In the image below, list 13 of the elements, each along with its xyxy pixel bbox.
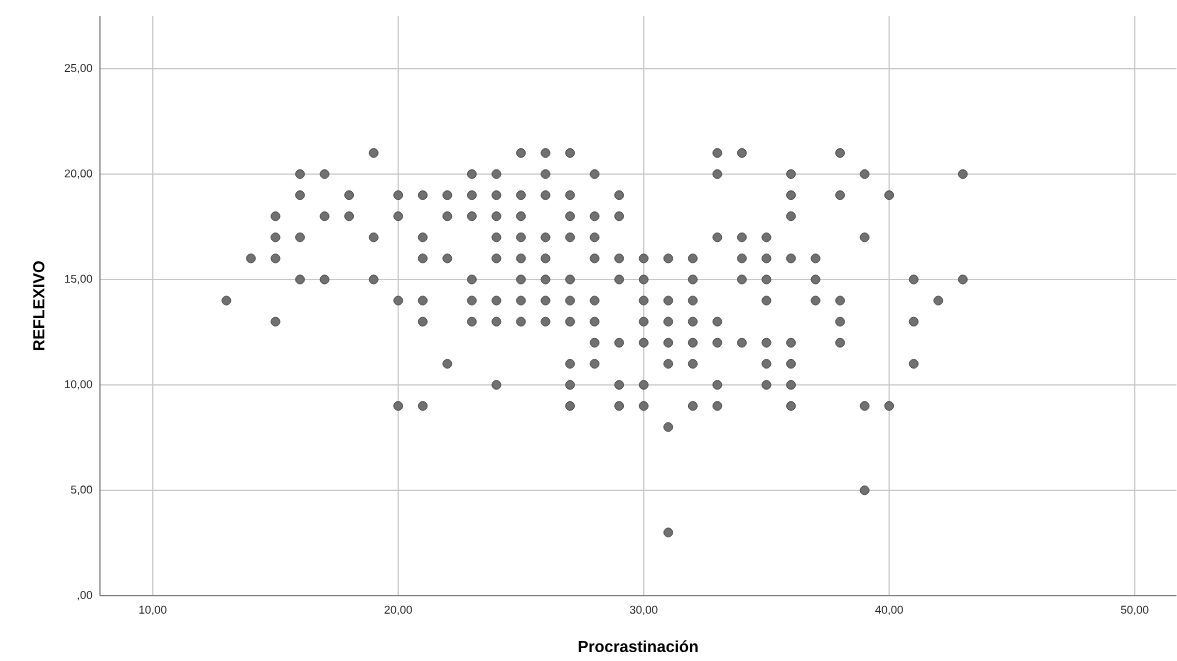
x-tick-label: 30,00 <box>629 605 658 616</box>
y-tick-label: 15,00 <box>65 274 93 285</box>
y-tick-label: 10,00 <box>65 380 93 390</box>
y-tick-label: 5,00 <box>71 485 93 496</box>
x-axis-title: Procrastinación <box>578 640 698 653</box>
y-tick-label: 25,00 <box>64 64 93 74</box>
x-tick-label: 10,00 <box>139 605 167 616</box>
x-tick-label: 40,00 <box>875 605 903 616</box>
y-tick-label: ,00 <box>77 591 93 601</box>
y-axis-title: REFLEXIVO <box>33 261 45 351</box>
y-tick-label: 20,00 <box>64 169 93 179</box>
x-tick-label: 20,00 <box>384 605 412 616</box>
x-tick-label: 50,00 <box>1120 605 1149 616</box>
